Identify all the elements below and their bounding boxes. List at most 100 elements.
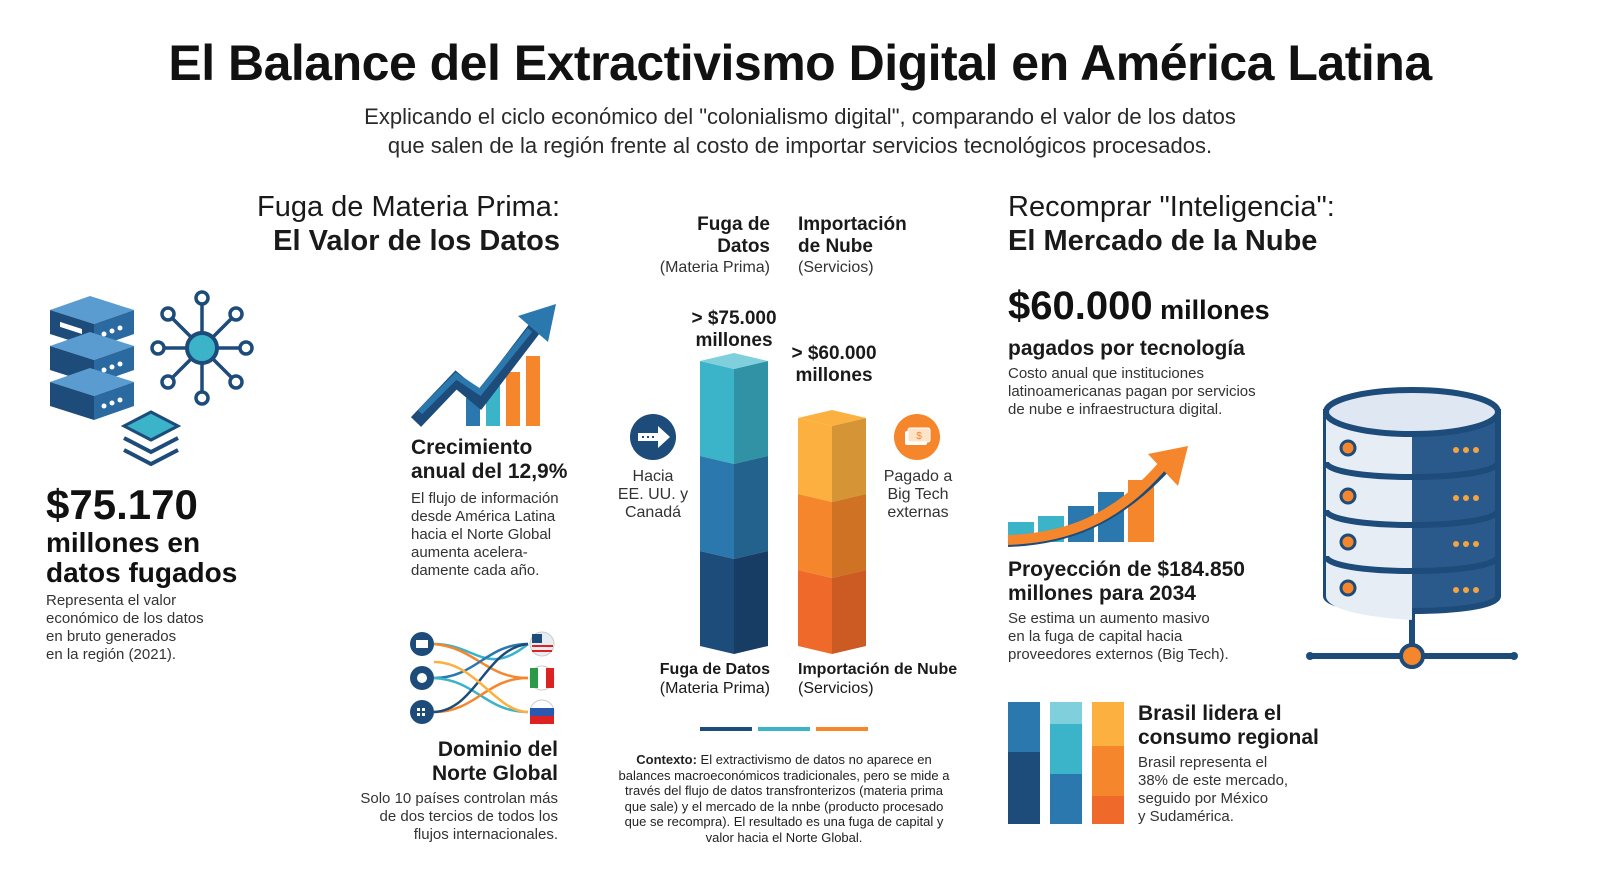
brasil-block: Brasil lidera el consumo regional Brasil…: [1138, 702, 1319, 826]
dominio-block: Dominio del Norte Global Solo 10 países …: [330, 738, 558, 844]
desc-line: de nube e infraestructura digital.: [1008, 401, 1223, 418]
desc-line: Costo anual que instituciones: [1008, 365, 1204, 382]
bar-1-front-segment: [700, 361, 734, 464]
bar1-value-label: > $75.000 millones: [674, 308, 794, 352]
growth-arrow-icon: [410, 304, 556, 427]
growth-title-line1: Crecimiento: [411, 436, 533, 459]
bar-2-front-segment: [798, 494, 832, 578]
left-note: Hacia EE. UU. y Canadá: [606, 468, 700, 522]
col1-sub: (Materia Prima): [659, 259, 770, 276]
bottom1-line2: (Materia Prima): [659, 680, 770, 697]
money-icon: $: [894, 414, 940, 460]
desc-line: El flujo de información: [411, 490, 559, 507]
context-note: Contexto: El extractivismo de datos no a…: [598, 752, 970, 845]
right-stat-line2: pagados por tecnología: [1008, 337, 1245, 360]
bar-2-top: [798, 410, 866, 426]
note-line: Big Tech: [887, 486, 949, 503]
proj-desc: Se estima un aumento masivo en la fuga d…: [1008, 610, 1245, 664]
database-icon: [1306, 387, 1518, 669]
desc-line: desde América Latina: [411, 508, 556, 525]
desc-line: Representa el valor: [46, 592, 177, 609]
bar-1-side-segment: [734, 361, 768, 464]
right-section-title: Recomprar "Inteligencia": El Mercado de …: [1008, 190, 1408, 258]
desc-line: proveedores externos (Big Tech).: [1008, 646, 1229, 663]
note-line: Canadá: [624, 504, 682, 521]
right-stat-value-row: $60.000 millones: [1008, 284, 1270, 337]
svg-text:$: $: [916, 431, 922, 442]
col2-sub: (Servicios): [798, 259, 874, 276]
right-stat-desc: Costo anual que instituciones latinoamer…: [1008, 365, 1270, 419]
note-line: Hacia: [632, 468, 674, 485]
brasil-desc: Brasil representa el 38% de este mercado…: [1138, 754, 1319, 826]
desc-line: en la región (2021).: [46, 646, 177, 663]
projection-block: Proyección de $184.850 millones para 203…: [1008, 558, 1245, 664]
bar-1-front-segment: [700, 456, 734, 559]
bar-1-side-shade: [734, 361, 768, 464]
bar-2-side-shade: [832, 494, 866, 578]
bar2-label-line1: > $60.000: [791, 343, 877, 364]
bar-2-side-segment: [832, 570, 866, 654]
note-line: Pagado a: [883, 468, 953, 485]
left-stat-line: datos fugados: [46, 557, 238, 588]
bar-2-front-segment: [798, 570, 832, 654]
desc-line: seguido por México: [1138, 790, 1269, 807]
bar-2-side-shade: [832, 418, 866, 502]
context-line: valor hacia el Norte Global.: [705, 829, 863, 845]
col1-header: Fuga de Datos (Materia Prima): [630, 214, 770, 278]
left-section-title-line2: El Valor de los Datos: [273, 225, 560, 257]
context-line: que sale) y el mercado de la nnbe (produ…: [624, 798, 944, 814]
context-text: El extractivismo de datos no aparece en: [696, 752, 932, 767]
col2-header: Importación de Nube (Servicios): [798, 214, 958, 278]
bar-1-side-shade: [734, 551, 768, 654]
left-section-title-line1: Fuga de Materia Prima:: [256, 191, 560, 223]
desc-line: económico de los datos: [46, 610, 204, 627]
desc-line: damente cada año.: [411, 562, 540, 579]
desc-line: y Sudamérica.: [1138, 808, 1234, 825]
growth-chart-icon: [1007, 446, 1188, 547]
desc-line: Solo 10 países controlan más: [360, 790, 558, 807]
dominio-title-line1: Dominio del: [437, 738, 558, 761]
legend-stripe-teal: [758, 727, 810, 731]
growth-title-line2: anual del 12,9%: [411, 460, 568, 483]
desc-line: de dos tercios de todos los: [379, 808, 558, 825]
bar-chart: [700, 353, 866, 654]
bar1-bottom-label: Fuga de Datos (Materia Prima): [620, 660, 770, 698]
bar-2-side-shade: [832, 570, 866, 654]
network-node-icon: [150, 290, 254, 406]
col1-head-line1: Fuga de: [697, 214, 770, 235]
col1-head-line2: Datos: [717, 236, 770, 257]
desc-line: en la fuga de capital hacia: [1008, 628, 1183, 645]
bottom2-line2: (Servicios): [798, 680, 874, 697]
proj-title-line1: Proyección de $184.850: [1008, 558, 1245, 581]
desc-line: aumenta acelera-: [411, 544, 528, 561]
bar-1-front-segment: [700, 551, 734, 654]
desc-line: Se estima un aumento masivo: [1008, 610, 1210, 627]
left-section-title: Fuga de Materia Prima: El Valor de los D…: [200, 190, 560, 258]
col2-head-line1: Importación: [798, 214, 907, 235]
growth-block: Crecimiento anual del 12,9% El flujo de …: [411, 436, 567, 580]
context-line: balances macroeconómicos tradicionales, …: [618, 767, 950, 783]
bar-2-front-segment: [798, 418, 832, 502]
bar-1-side-segment: [734, 456, 768, 559]
desc-line: hacia el Norte Global: [411, 526, 552, 543]
right-stat-value: $60.000: [1008, 284, 1153, 328]
desc-line: latinoamericanas pagan por servicios: [1008, 383, 1256, 400]
right-section-title-line1: Recomprar "Inteligencia":: [1008, 191, 1335, 223]
legend-stripe-orange: [816, 727, 868, 731]
right-note: Pagado a Big Tech externas: [868, 468, 968, 522]
note-line: EE. UU. y: [617, 486, 689, 503]
context-line: través del flujo de datos transfronteriz…: [625, 783, 943, 798]
flow-map-icon: [410, 631, 555, 725]
subtitle-line: Explicando el ciclo económico del "colon…: [364, 104, 1236, 129]
col2-head-line2: de Nube: [798, 236, 873, 257]
brasil-title-line1: Brasil lidera el: [1138, 702, 1282, 725]
growth-desc: El flujo de información desde América La…: [411, 490, 567, 580]
bar-1-side-shade: [734, 456, 768, 559]
bar2-label-line2: millones: [795, 365, 873, 386]
left-stat-value: $75.170: [46, 481, 198, 528]
bar-2-side-segment: [832, 494, 866, 578]
dominio-desc: Solo 10 países controlan más de dos terc…: [330, 790, 558, 844]
bottom2-line1: Importación de Nube: [798, 661, 958, 678]
context-line: Contexto: El extractivismo de datos no a…: [598, 752, 970, 768]
desc-line: Brasil representa el: [1138, 754, 1268, 771]
